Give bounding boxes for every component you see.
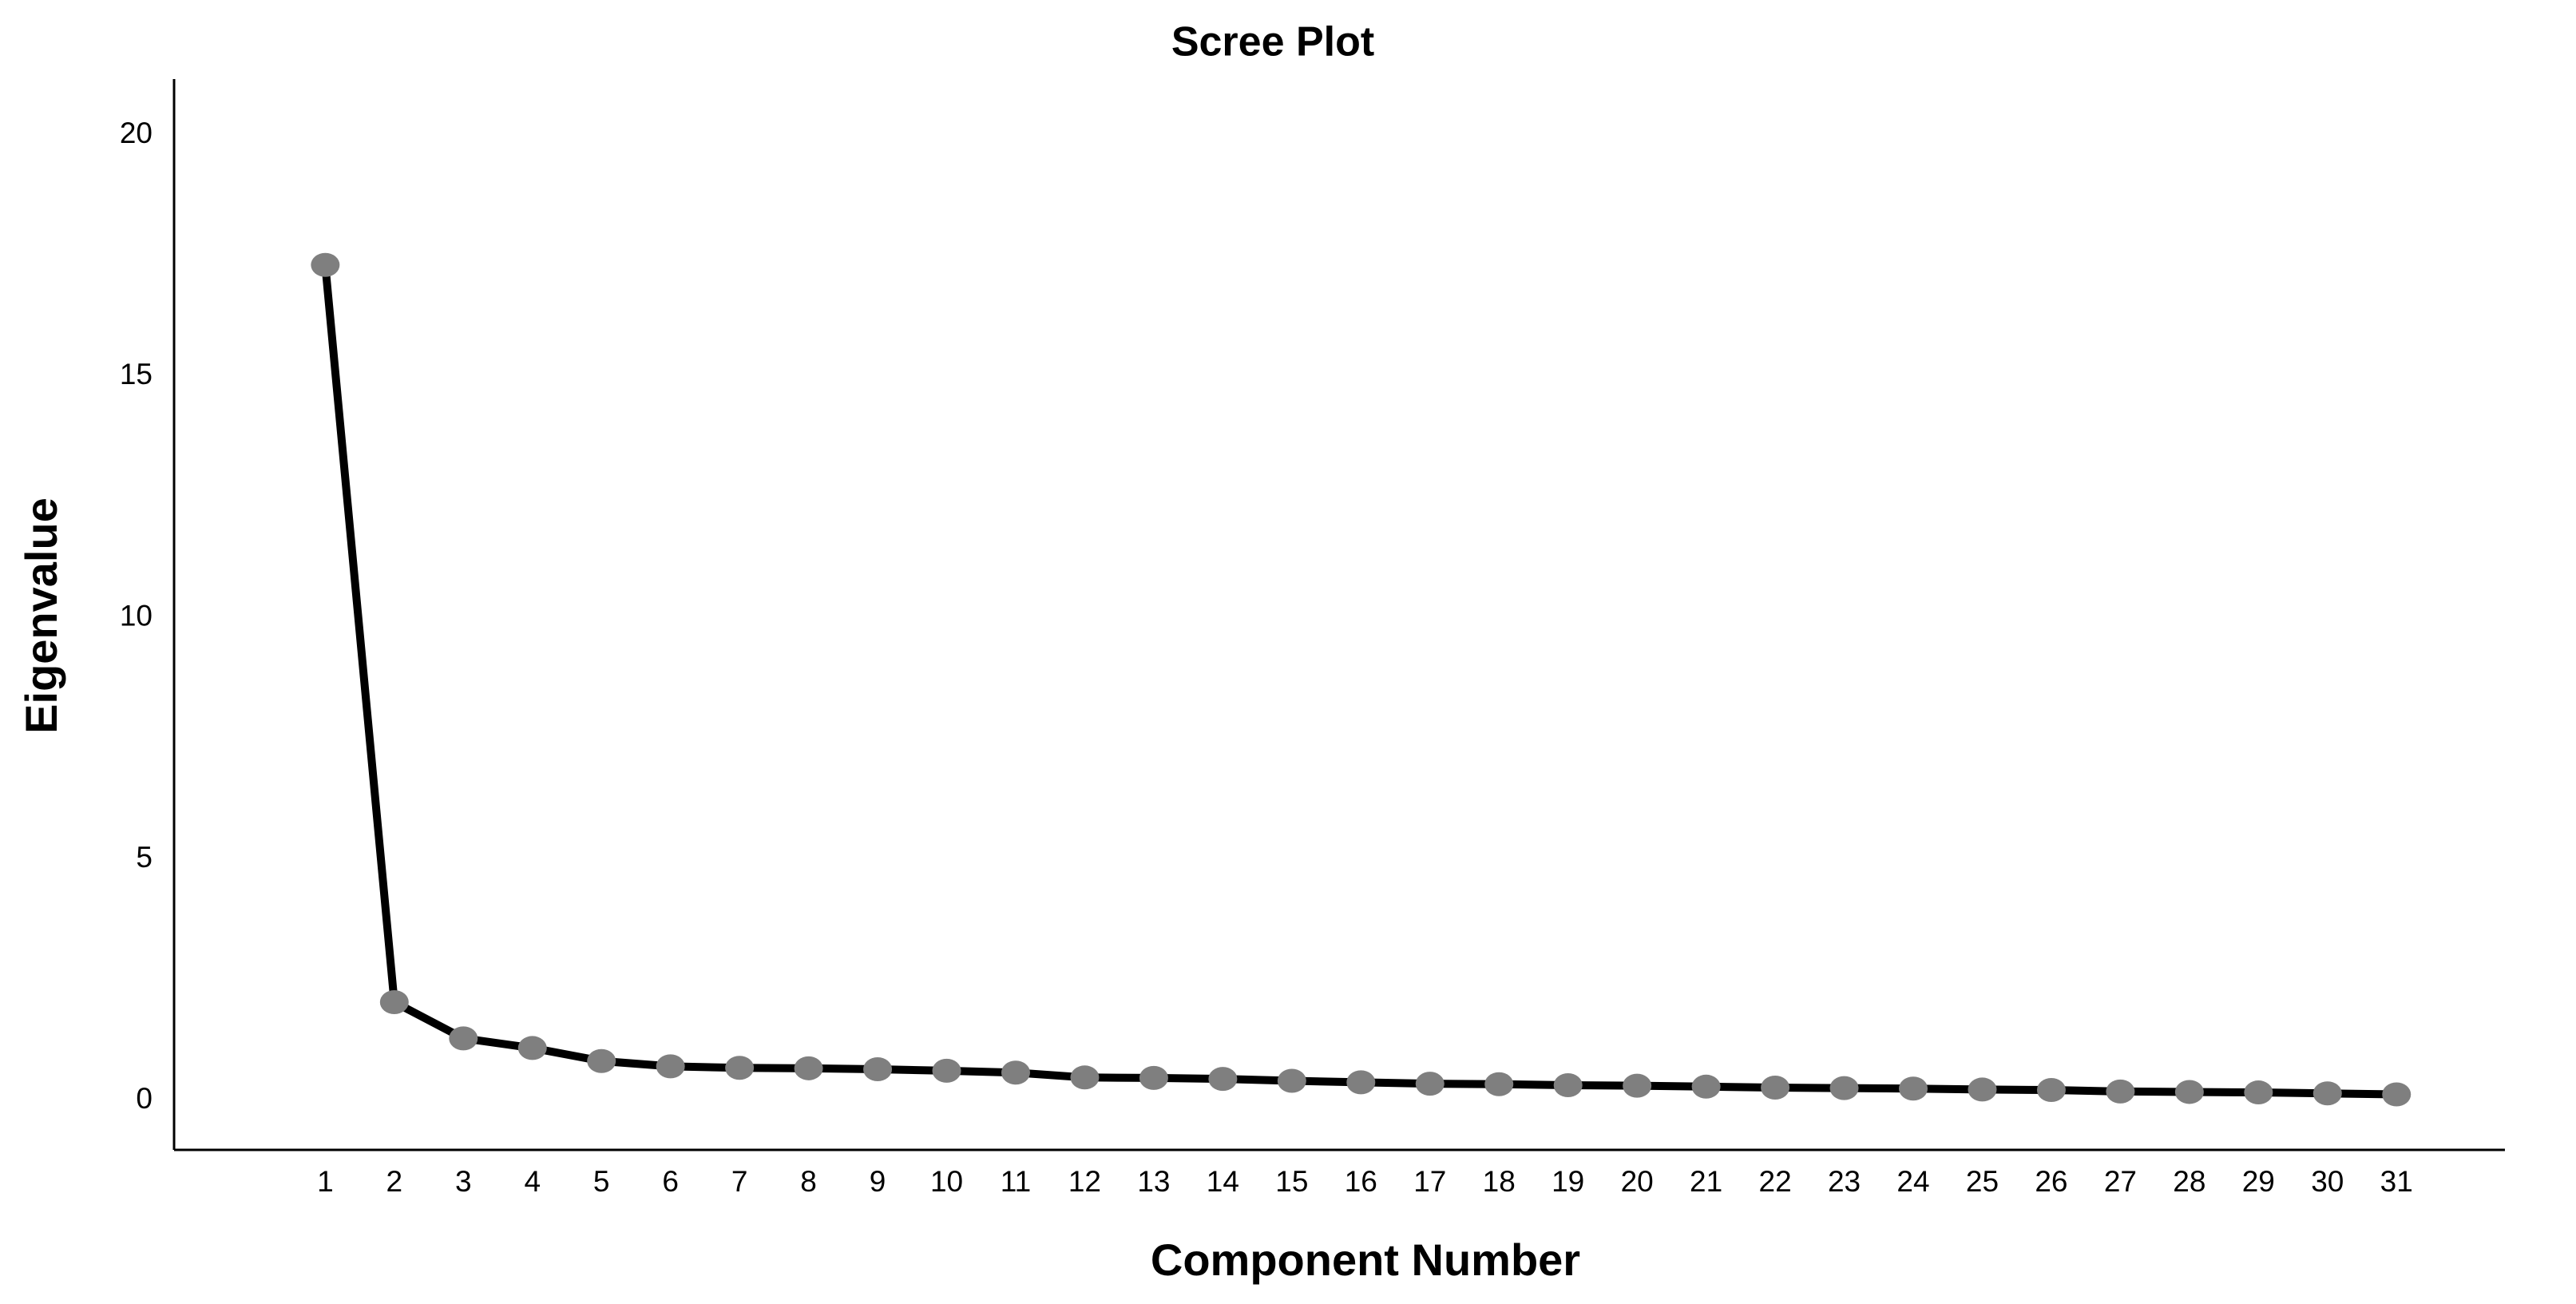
- y-tick-label: 0: [136, 1082, 153, 1115]
- data-point: [863, 1057, 893, 1082]
- data-point: [2312, 1081, 2342, 1106]
- data-point: [1139, 1065, 1168, 1090]
- x-tick-label: 25: [1966, 1165, 1999, 1198]
- x-tick-label: 1: [317, 1165, 334, 1198]
- x-tick-label: 29: [2242, 1165, 2275, 1198]
- data-point: [725, 1056, 755, 1080]
- y-tick-label: 15: [120, 358, 153, 390]
- x-tick-label: 22: [1759, 1165, 1792, 1198]
- data-point: [1001, 1060, 1030, 1085]
- x-tick-label: 8: [800, 1165, 817, 1198]
- x-tick-label: 9: [870, 1165, 886, 1198]
- x-tick-label: 30: [2311, 1165, 2344, 1198]
- x-tick-label: 17: [1413, 1165, 1446, 1198]
- x-tick-label: 21: [1690, 1165, 1722, 1198]
- data-point: [1277, 1068, 1306, 1093]
- x-tick-label: 6: [662, 1165, 679, 1198]
- data-point: [1484, 1072, 1514, 1096]
- y-tick-label: 5: [136, 841, 153, 874]
- data-point: [1415, 1072, 1445, 1096]
- data-point: [517, 1036, 547, 1060]
- y-tick-label: 10: [120, 600, 153, 632]
- x-tick-label: 2: [386, 1165, 403, 1198]
- data-point: [656, 1054, 685, 1079]
- data-point: [2244, 1080, 2273, 1105]
- data-point: [311, 252, 340, 277]
- data-point: [2036, 1078, 2066, 1103]
- data-point: [379, 989, 409, 1014]
- x-tick-label: 16: [1345, 1165, 1377, 1198]
- x-tick-label: 11: [1001, 1165, 1031, 1198]
- x-tick-label: 4: [524, 1165, 541, 1198]
- x-tick-label: 15: [1275, 1165, 1308, 1198]
- x-tick-label: 12: [1068, 1165, 1101, 1198]
- data-point: [794, 1056, 823, 1080]
- x-tick-label: 24: [1896, 1165, 1929, 1198]
- data-point: [449, 1026, 478, 1051]
- series-line: [321, 264, 2397, 1099]
- x-tick-label: 28: [2173, 1165, 2205, 1198]
- x-tick-label: 19: [1552, 1165, 1584, 1198]
- x-tick-label: 20: [1621, 1165, 1654, 1198]
- x-axis-title: Component Number: [1151, 1235, 1580, 1285]
- x-tick-label: 14: [1207, 1165, 1239, 1198]
- x-tick-label: 7: [731, 1165, 748, 1198]
- data-point: [1691, 1074, 1721, 1099]
- data-point: [1829, 1076, 1859, 1100]
- data-point: [2382, 1082, 2412, 1107]
- data-point: [1553, 1072, 1583, 1097]
- y-tick-label: 20: [120, 117, 153, 149]
- x-tick-label: 26: [2035, 1165, 2067, 1198]
- data-point: [1899, 1076, 1928, 1101]
- x-tick-label: 18: [1483, 1165, 1516, 1198]
- x-tick-label: 13: [1137, 1165, 1170, 1198]
- y-axis-title: Eigenvalue: [16, 497, 66, 734]
- data-point: [1968, 1077, 1997, 1102]
- x-tick-label: 10: [930, 1165, 963, 1198]
- data-point: [2106, 1079, 2135, 1104]
- data-point: [1761, 1076, 1790, 1100]
- x-tick-label: 31: [2380, 1165, 2413, 1198]
- chart-title: Scree Plot: [1171, 19, 1374, 65]
- data-point: [932, 1058, 961, 1083]
- data-point: [1623, 1073, 1652, 1098]
- x-tick-label: 3: [455, 1165, 472, 1198]
- data-point: [587, 1048, 616, 1073]
- x-tick-label: 23: [1828, 1165, 1861, 1198]
- data-point: [2174, 1080, 2204, 1104]
- data-point: [1346, 1070, 1376, 1095]
- x-tick-label: 5: [593, 1165, 610, 1198]
- data-point: [1070, 1065, 1100, 1090]
- data-point: [1208, 1067, 1238, 1092]
- x-tick-label: 27: [2104, 1165, 2137, 1198]
